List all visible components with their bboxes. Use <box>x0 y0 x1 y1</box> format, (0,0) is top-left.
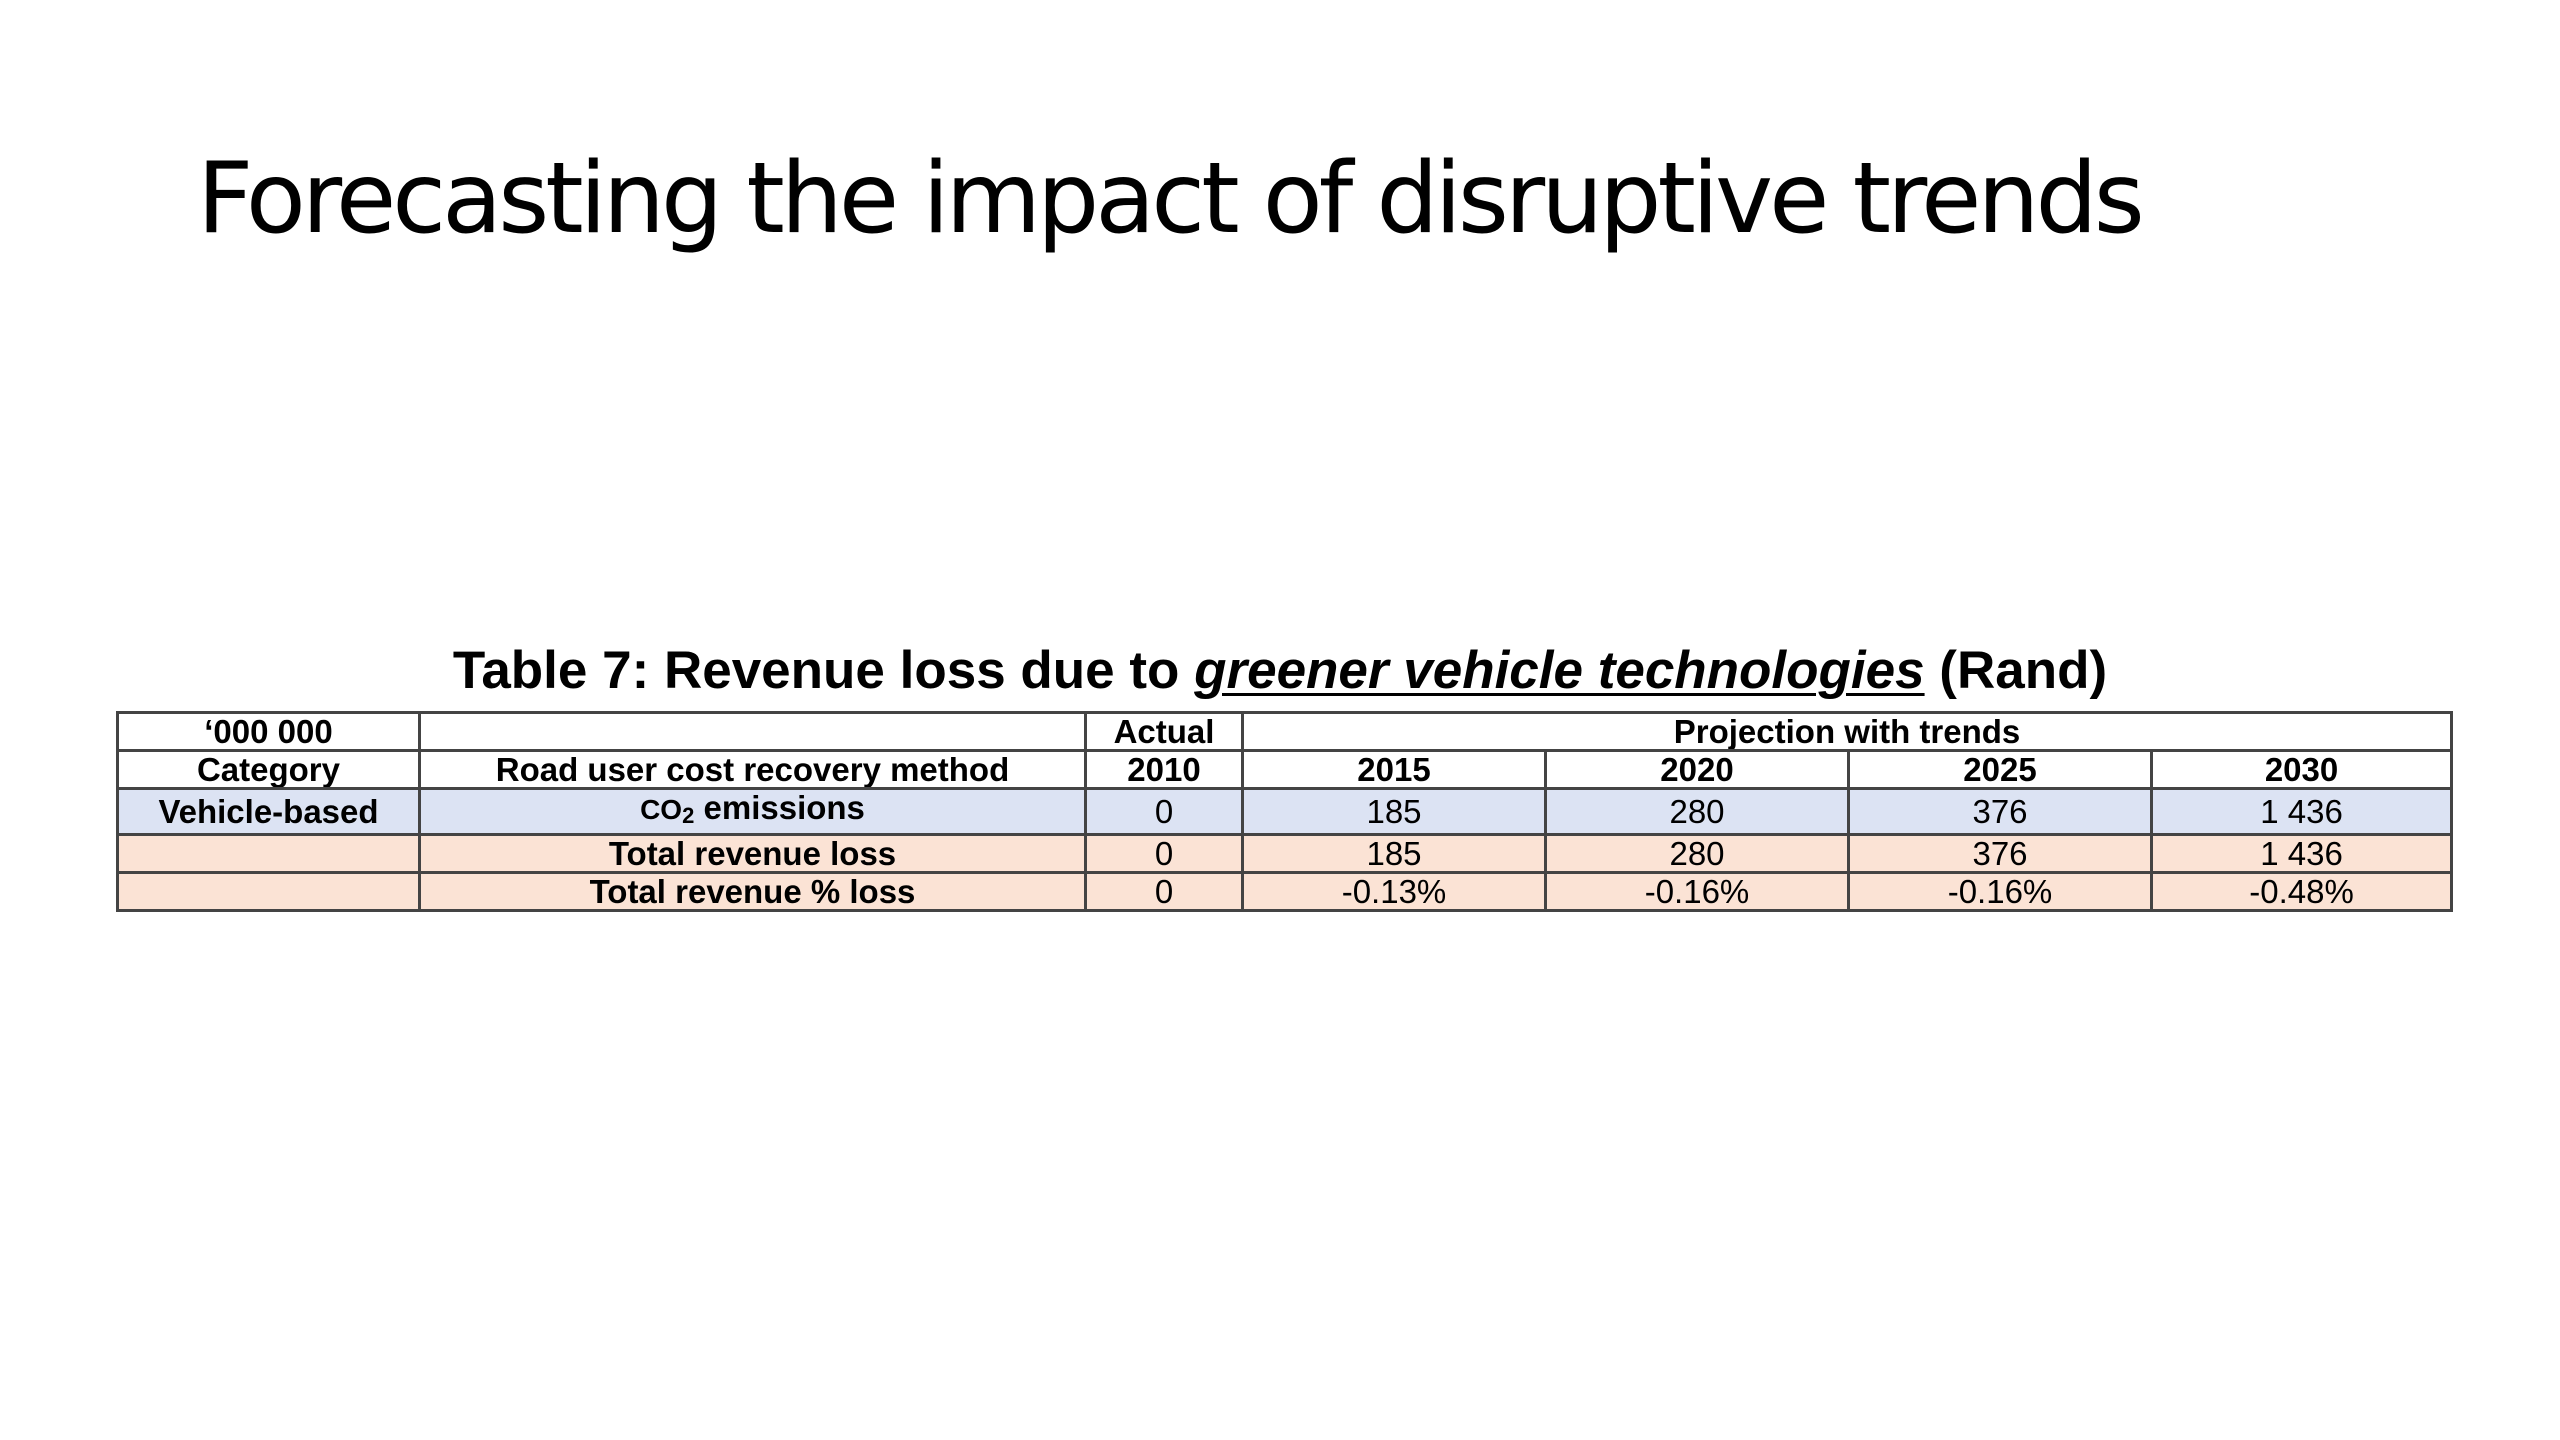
unit-header-cell: ‘000 000 <box>116 711 421 752</box>
value-2025-cell: 376 <box>1847 787 2153 836</box>
header-row-units: ‘000 000 Actual Projection with trends <box>116 711 2454 752</box>
value-2030-cell: -0.48% <box>2149 871 2454 912</box>
method-cell: Total revenue loss <box>418 833 1087 874</box>
value-2015-cell: 185 <box>1241 833 1547 874</box>
value-2010-cell: 0 <box>1084 833 1244 874</box>
actual-header-cell: Actual <box>1084 711 1244 752</box>
category-cell <box>116 833 421 874</box>
header-row-columns: Category Road user cost recovery method … <box>116 749 2454 790</box>
method-header-cell: Road user cost recovery method <box>418 749 1087 790</box>
caption-suffix: (Rand) <box>1924 641 2108 700</box>
value-2020-cell: 280 <box>1544 833 1850 874</box>
method-suffix: emissions <box>694 789 865 826</box>
value-2025-cell: 376 <box>1847 833 2153 874</box>
category-cell <box>116 871 421 912</box>
category-cell: Vehicle-based <box>116 787 421 836</box>
table-row-vehicle-based: Vehicle-based CO2 emissions 0 185 280 37… <box>116 787 2454 836</box>
method-subscript: 2 <box>682 803 695 828</box>
year-2030-header-cell: 2030 <box>2149 749 2454 790</box>
category-header-cell: Category <box>116 749 421 790</box>
revenue-loss-table: ‘000 000 Actual Projection with trends C… <box>116 711 2454 912</box>
value-2010-cell: 0 <box>1084 871 1244 912</box>
value-2010-cell: 0 <box>1084 787 1244 836</box>
value-2015-cell: -0.13% <box>1241 871 1547 912</box>
value-2025-cell: -0.16% <box>1847 871 2153 912</box>
table-caption: Table 7: Revenue loss due to greener veh… <box>0 644 2560 697</box>
caption-emphasis: greener vehicle technologies <box>1194 641 1925 700</box>
caption-prefix: Table 7: Revenue loss due to <box>452 641 1195 700</box>
year-2010-header-cell: 2010 <box>1084 749 1244 790</box>
value-2015-cell: 185 <box>1241 787 1547 836</box>
year-2020-header-cell: 2020 <box>1544 749 1850 790</box>
projection-header-cell: Projection with trends <box>1240 711 2454 752</box>
year-2015-header-cell: 2015 <box>1241 749 1547 790</box>
value-2020-cell: 280 <box>1544 787 1850 836</box>
value-2020-cell: -0.16% <box>1544 871 1850 912</box>
table-row-total-revenue-loss: Total revenue loss 0 185 280 376 1 436 <box>116 833 2454 874</box>
method-cell: CO2 emissions <box>418 787 1087 836</box>
value-2030-cell: 1 436 <box>2149 787 2454 836</box>
year-2025-header-cell: 2025 <box>1847 749 2153 790</box>
value-2030-cell: 1 436 <box>2149 833 2454 874</box>
method-prefix: CO <box>640 794 683 825</box>
method-cell: Total revenue % loss <box>418 871 1087 912</box>
slide-title: Forecasting the impact of disruptive tre… <box>197 142 2145 256</box>
empty-header-cell <box>418 711 1087 752</box>
table-row-total-revenue-pct-loss: Total revenue % loss 0 -0.13% -0.16% -0.… <box>116 871 2454 912</box>
